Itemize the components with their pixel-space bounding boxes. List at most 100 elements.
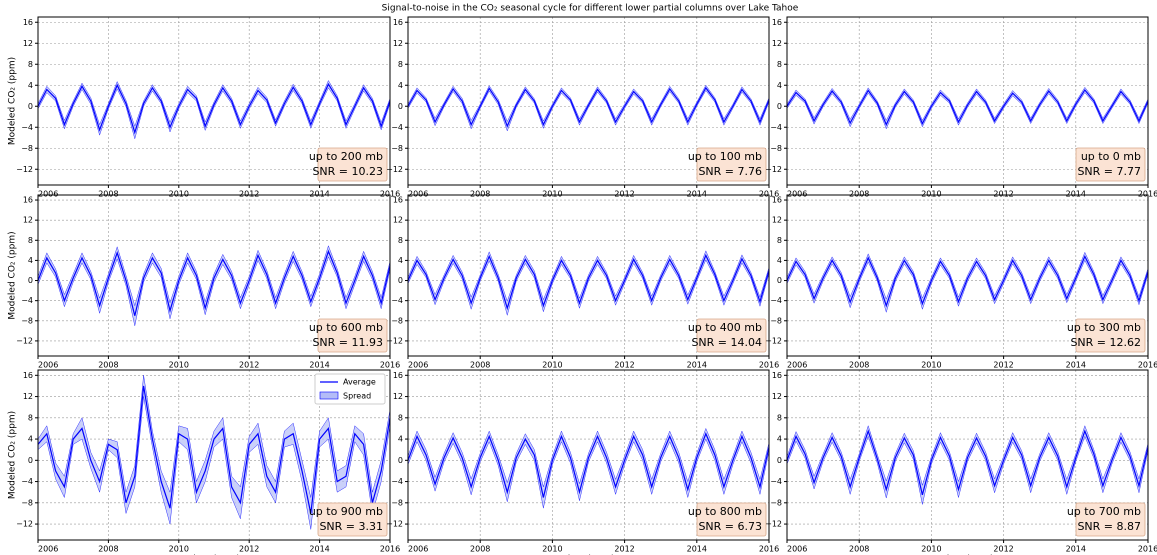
y-tick-label: 0	[398, 456, 403, 465]
x-tick-label: 2012	[993, 361, 1013, 370]
annotation-text: SNR = 10.23	[312, 165, 383, 178]
x-tick-label: 2016	[759, 545, 779, 554]
x-tick-label: 2012	[614, 361, 634, 370]
y-tick-label: 0	[777, 456, 782, 465]
y-tick-label: 12	[772, 392, 782, 401]
annotation-text: up to 600 mb	[309, 321, 383, 334]
y-tick-label: 4	[398, 81, 403, 90]
x-tick-label: 2012	[614, 190, 634, 199]
x-tick-label: 2006	[787, 190, 807, 199]
x-tick-label: 2006	[38, 190, 58, 199]
y-tick-label: 8	[777, 413, 782, 422]
y-tick-label: 4	[777, 256, 782, 265]
annotation-text: SNR = 14.04	[691, 336, 762, 349]
x-tick-label: 2008	[470, 361, 490, 370]
y-axis-label: Modeled CO₂ (ppm)	[8, 231, 18, 319]
annotation-box	[317, 318, 388, 353]
spread-band	[786, 425, 1149, 505]
x-tick-label: 2014	[309, 545, 329, 554]
x-tick-label: 2012	[239, 190, 259, 199]
y-tick-label: 16	[23, 371, 33, 380]
y-tick-label: 8	[398, 236, 403, 245]
y-tick-label: −4	[21, 123, 33, 132]
x-tick-label: 2006	[787, 545, 807, 554]
y-tick-label: 8	[398, 413, 403, 422]
x-tick-label: 2016	[380, 545, 400, 554]
y-tick-label: 12	[23, 392, 33, 401]
average-line	[786, 254, 1149, 308]
x-tick-label: 2010	[169, 190, 189, 199]
annotation-text: up to 800 mb	[688, 505, 762, 518]
y-tick-label: −4	[770, 477, 782, 486]
y-tick-label: 8	[28, 413, 33, 422]
annotation-box	[1075, 147, 1146, 182]
x-tick-label: 2016	[1138, 190, 1157, 199]
x-tick-label: 2006	[38, 361, 58, 370]
x-tick-label: 2006	[408, 545, 428, 554]
x-tick-label: 2014	[1066, 361, 1086, 370]
y-tick-label: −12	[386, 520, 403, 529]
x-tick-label: 2016	[1138, 545, 1157, 554]
y-tick-label: 0	[777, 102, 782, 111]
spread-band	[37, 80, 391, 140]
y-tick-label: −4	[391, 123, 403, 132]
x-tick-label: 2012	[993, 545, 1013, 554]
x-tick-label: 2010	[542, 545, 562, 554]
x-tick-label: 2008	[849, 361, 869, 370]
annotation-box	[317, 147, 388, 182]
axes-frame	[37, 194, 391, 357]
y-tick-label: 4	[777, 81, 782, 90]
x-tick-label: 2014	[309, 361, 329, 370]
y-tick-label: 0	[28, 276, 33, 285]
y-tick-label: 12	[393, 216, 403, 225]
axes-frame	[407, 369, 770, 541]
x-tick-label: 2012	[239, 545, 259, 554]
x-tick-label: 2012	[993, 190, 1013, 199]
y-tick-label: 16	[393, 196, 403, 205]
x-tick-label: 2016	[759, 361, 779, 370]
y-tick-label: 8	[777, 236, 782, 245]
annotation-text: up to 300 mb	[1067, 321, 1141, 334]
annotation-box	[696, 502, 767, 537]
y-tick-label: −4	[21, 477, 33, 486]
y-tick-label: −4	[770, 123, 782, 132]
y-tick-label: 4	[398, 256, 403, 265]
y-tick-label: 8	[28, 60, 33, 69]
y-tick-label: −8	[391, 144, 403, 153]
x-tick-label: 2008	[470, 545, 490, 554]
axes-frame	[786, 194, 1149, 357]
x-tick-label: 2010	[169, 361, 189, 370]
y-tick-label: −12	[16, 336, 33, 345]
annotation-box	[1075, 502, 1146, 537]
x-tick-label: 2010	[542, 190, 562, 199]
annotation-text: up to 900 mb	[309, 505, 383, 518]
x-tick-label: 2010	[169, 545, 189, 554]
y-tick-label: 16	[23, 196, 33, 205]
y-tick-label: −12	[16, 520, 33, 529]
spread-band	[786, 86, 1149, 130]
average-line	[37, 249, 391, 316]
x-tick-label: 2008	[98, 361, 118, 370]
annotation-text: up to 400 mb	[688, 321, 762, 334]
x-tick-label: 2016	[1138, 361, 1157, 370]
legend-label: Spread	[343, 392, 371, 401]
x-tick-label: 2010	[921, 361, 941, 370]
legend-patch	[319, 391, 339, 400]
y-tick-label: 16	[393, 371, 403, 380]
x-tick-label: 2006	[787, 361, 807, 370]
annotation-text: up to 0 mb	[1081, 150, 1141, 163]
x-tick-label: 2014	[1066, 190, 1086, 199]
x-tick-label: 2008	[849, 190, 869, 199]
annotation-box	[317, 502, 388, 537]
annotation-text: SNR = 7.76	[698, 165, 762, 178]
y-tick-label: −4	[391, 296, 403, 305]
y-tick-label: −8	[391, 316, 403, 325]
figure-title: Signal-to-noise in the CO₂ seasonal cycl…	[382, 4, 799, 14]
x-tick-label: 2006	[408, 361, 428, 370]
y-tick-label: 0	[28, 456, 33, 465]
y-tick-label: −12	[386, 165, 403, 174]
y-tick-label: −8	[770, 498, 782, 507]
average-line	[407, 86, 770, 128]
average-line	[407, 253, 770, 311]
annotation-text: SNR = 8.87	[1077, 520, 1141, 533]
